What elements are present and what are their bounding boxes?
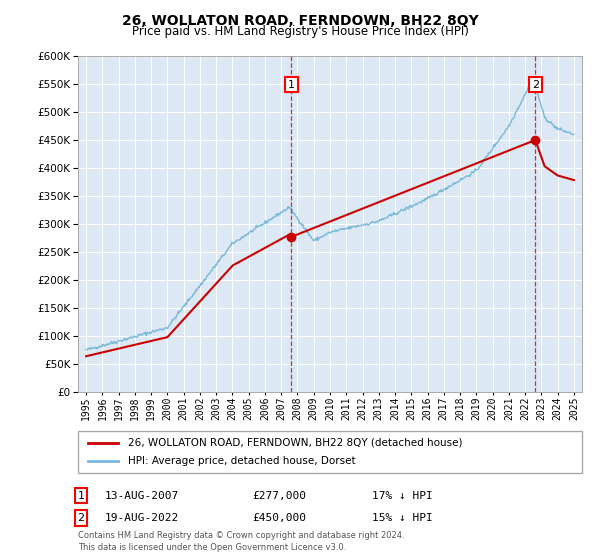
Text: Contains HM Land Registry data © Crown copyright and database right 2024.
This d: Contains HM Land Registry data © Crown c… bbox=[78, 531, 404, 552]
Text: 15% ↓ HPI: 15% ↓ HPI bbox=[372, 513, 433, 523]
Text: 13-AUG-2007: 13-AUG-2007 bbox=[105, 491, 179, 501]
Text: £277,000: £277,000 bbox=[252, 491, 306, 501]
Text: 2: 2 bbox=[77, 513, 85, 523]
Text: 17% ↓ HPI: 17% ↓ HPI bbox=[372, 491, 433, 501]
Text: Price paid vs. HM Land Registry's House Price Index (HPI): Price paid vs. HM Land Registry's House … bbox=[131, 25, 469, 38]
Text: 2: 2 bbox=[532, 80, 539, 90]
Text: 26, WOLLATON ROAD, FERNDOWN, BH22 8QY (detached house): 26, WOLLATON ROAD, FERNDOWN, BH22 8QY (d… bbox=[128, 438, 463, 448]
Text: £450,000: £450,000 bbox=[252, 513, 306, 523]
Text: 1: 1 bbox=[77, 491, 85, 501]
Text: 26, WOLLATON ROAD, FERNDOWN, BH22 8QY: 26, WOLLATON ROAD, FERNDOWN, BH22 8QY bbox=[122, 14, 478, 28]
Text: 19-AUG-2022: 19-AUG-2022 bbox=[105, 513, 179, 523]
Text: 1: 1 bbox=[288, 80, 295, 90]
FancyBboxPatch shape bbox=[78, 431, 582, 473]
Text: HPI: Average price, detached house, Dorset: HPI: Average price, detached house, Dors… bbox=[128, 456, 356, 466]
